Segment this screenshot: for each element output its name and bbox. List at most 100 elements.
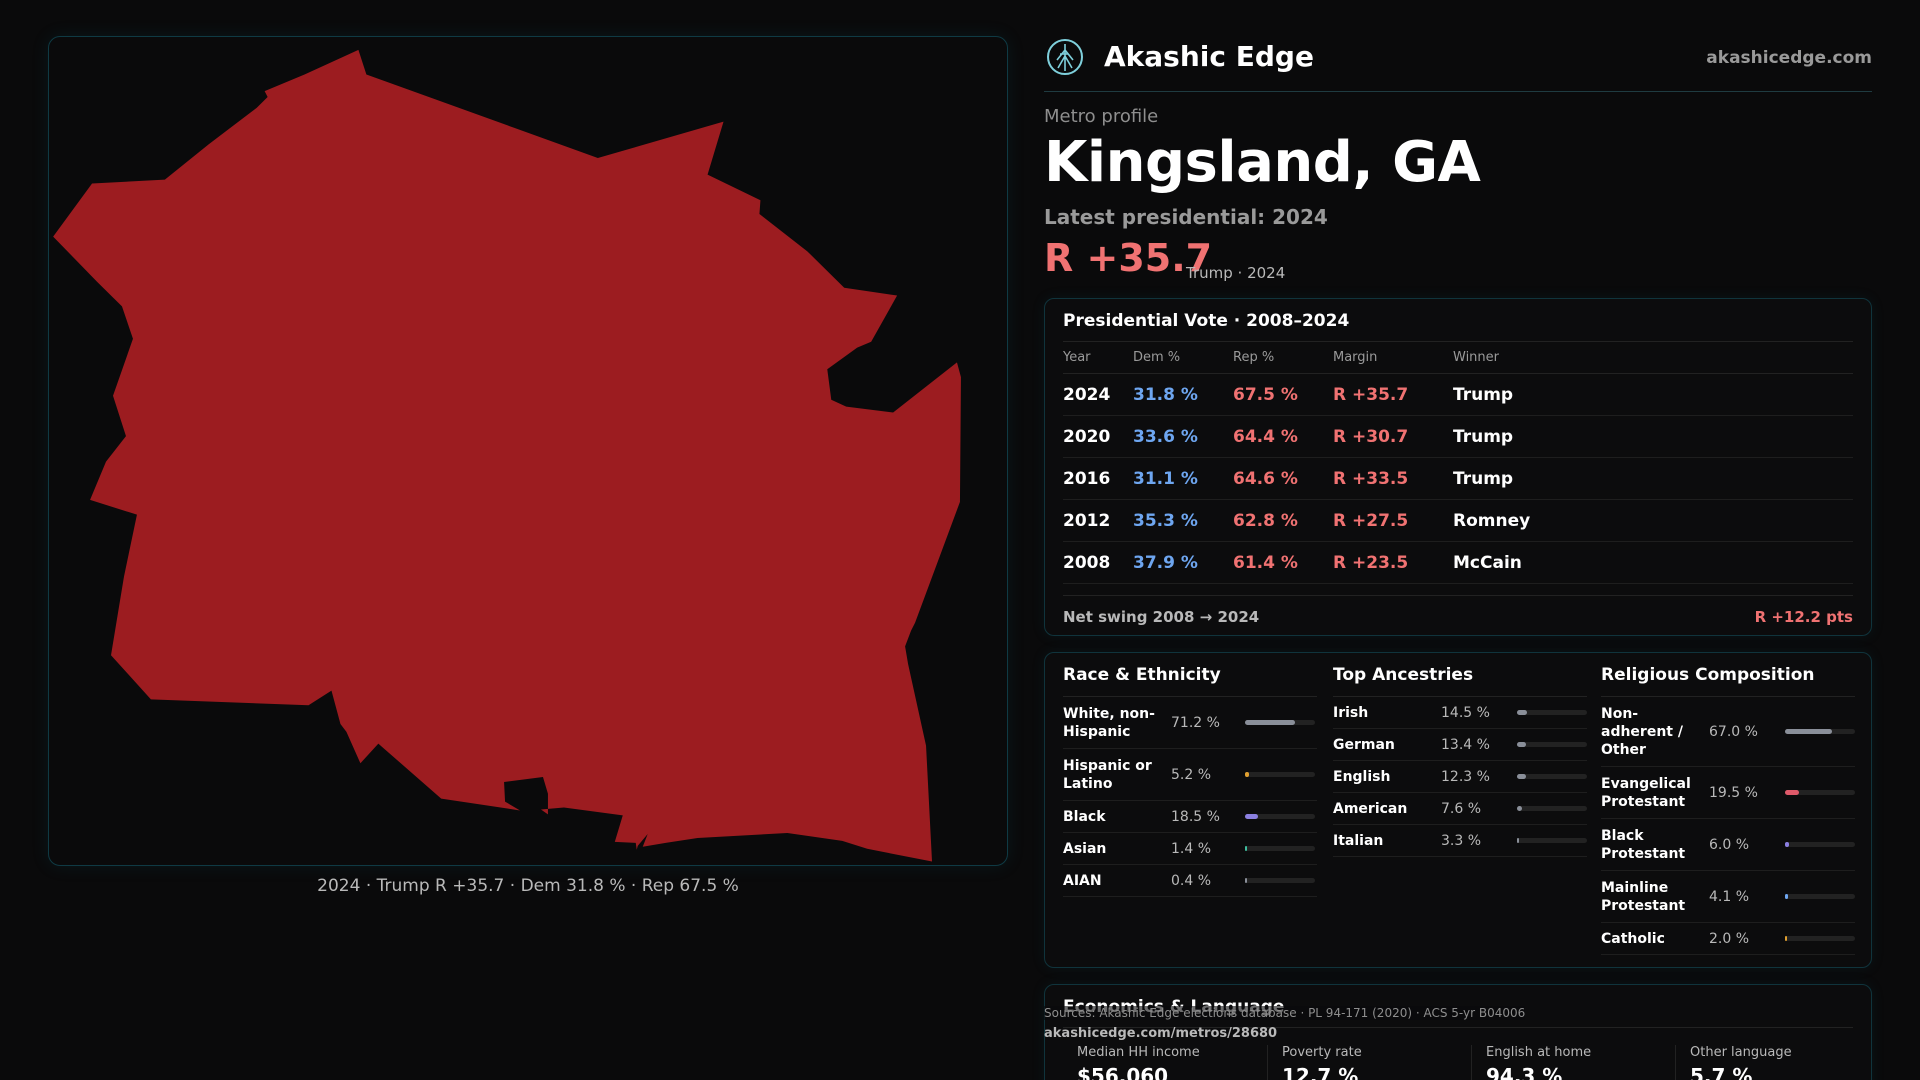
race-percent: 71.2 %	[1171, 714, 1220, 731]
race-bar-fill	[1245, 846, 1247, 851]
vote-row-2020: 2020 33.6 % 64.4 % R +30.7 Trump	[1063, 415, 1853, 458]
cell-year: 2020	[1063, 415, 1133, 458]
religion-row: Mainline Protestant 4.1 %	[1601, 871, 1855, 923]
ancestry-percent: 14.5 %	[1441, 704, 1490, 721]
ancestry-bar-track	[1517, 774, 1587, 779]
econ-other-language: Other language 5.7 %	[1675, 1045, 1865, 1080]
ancestry-title: Top Ancestries	[1333, 665, 1587, 697]
religion-percent: 19.5 %	[1709, 784, 1758, 801]
race-bar-track	[1245, 878, 1315, 883]
cell-rep: 64.4 %	[1233, 415, 1333, 458]
econ-divider	[1063, 1027, 1853, 1028]
religion-percent: 6.0 %	[1709, 836, 1750, 853]
religion-label: Black Protestant	[1601, 827, 1686, 862]
sources-note: Sources: Akashic Edge elections database…	[1044, 1006, 1526, 1020]
cell-year: 2012	[1063, 499, 1133, 542]
race-bar-fill	[1245, 720, 1295, 725]
cell-margin: R +35.7	[1333, 373, 1453, 416]
brand-url-link[interactable]: akashicedge.com	[1706, 48, 1872, 68]
religion-bar-fill	[1785, 894, 1788, 899]
demographics-card: Race & Ethnicity White, non-Hispanic 71.2…	[1044, 652, 1872, 968]
cell-margin: R +30.7	[1333, 415, 1453, 458]
ancestry-row: Italian 3.3 %	[1333, 825, 1587, 857]
ancestry-row: English 12.3 %	[1333, 761, 1587, 793]
religion-bar-track	[1785, 729, 1855, 734]
ancestry-bar-track	[1517, 710, 1587, 715]
ancestry-label: American	[1333, 800, 1408, 817]
race-percent: 0.4 %	[1171, 872, 1212, 889]
net-swing-value: R +12.2 pts	[1754, 608, 1853, 626]
col-dem: Dem %	[1133, 341, 1233, 374]
ancestry-bar-track	[1517, 838, 1587, 843]
ancestry-row: German 13.4 %	[1333, 729, 1587, 761]
race-row: Black 18.5 %	[1063, 801, 1317, 833]
ancestry-row: Irish 14.5 %	[1333, 697, 1587, 729]
latest-margin: R +35.7	[1044, 236, 1213, 280]
race-row: Hispanic or Latino 5.2 %	[1063, 749, 1317, 801]
religion-label: Non-adherent / Other	[1601, 705, 1683, 758]
econ-label: English at home	[1486, 1045, 1592, 1060]
net-swing-row: Net swing 2008 → 2024 R +12.2 pts	[1063, 595, 1853, 629]
ancestry-percent: 7.6 %	[1441, 800, 1482, 817]
cell-dem: 31.8 %	[1133, 373, 1233, 416]
economics-card: Economics & Language Median HH income $5…	[1044, 984, 1872, 1080]
religion-bar-track	[1785, 894, 1855, 899]
race-row: White, non-Hispanic 71.2 %	[1063, 697, 1317, 749]
brand-header: Akashic Edge akashicedge.com	[1044, 36, 1872, 92]
race-bar-track	[1245, 720, 1315, 725]
source-url-link[interactable]: akashicedge.com/metros/28680	[1044, 1026, 1278, 1041]
ancestry-percent: 12.3 %	[1441, 768, 1490, 785]
ancestry-row: American 7.6 %	[1333, 793, 1587, 825]
vote-table: Year Dem % Rep % Margin Winner 2024 31.8 …	[1063, 341, 1853, 584]
religion-section: Religious Composition Non-adherent / Oth…	[1601, 665, 1855, 955]
metro-shape[interactable]	[53, 49, 961, 862]
race-title: Race & Ethnicity	[1063, 665, 1317, 697]
brand-name[interactable]: Akashic Edge	[1104, 40, 1314, 73]
metro-map[interactable]	[48, 36, 1008, 866]
religion-row: Black Protestant 6.0 %	[1601, 819, 1855, 871]
econ-value: $56,060	[1077, 1064, 1169, 1080]
ancestry-bar-track	[1517, 742, 1587, 747]
vote-card-title: Presidential Vote · 2008–2024	[1063, 311, 1350, 331]
tree-circle-logo-icon[interactable]	[1046, 38, 1084, 76]
cell-margin: R +27.5	[1333, 499, 1453, 542]
econ-english-home: English at home 94.3 %	[1471, 1045, 1661, 1080]
race-percent: 5.2 %	[1171, 766, 1212, 783]
religion-row: Evangelical Protestant 19.5 %	[1601, 767, 1855, 819]
cell-year: 2024	[1063, 373, 1133, 416]
ancestry-percent: 3.3 %	[1441, 832, 1482, 849]
race-percent: 18.5 %	[1171, 808, 1220, 825]
vote-row-2024: 2024 31.8 % 67.5 % R +35.7 Trump	[1063, 373, 1853, 416]
religion-bar-track	[1785, 936, 1855, 941]
col-rep: Rep %	[1233, 341, 1333, 374]
religion-label: Evangelical Protestant	[1601, 775, 1691, 810]
cell-margin: R +23.5	[1333, 541, 1453, 584]
econ-median-income: Median HH income $56,060	[1063, 1045, 1253, 1080]
race-bar-fill	[1245, 814, 1258, 819]
ancestry-label: Irish	[1333, 704, 1369, 721]
cell-winner: Trump	[1453, 415, 1853, 458]
religion-row: Catholic 2.0 %	[1601, 923, 1855, 955]
religion-bar-fill	[1785, 842, 1790, 847]
profile-panel: Akashic Edge akashicedge.com Metro profi…	[1044, 0, 1872, 1080]
religion-bar-fill	[1785, 729, 1832, 734]
econ-value: 94.3 %	[1486, 1064, 1563, 1080]
col-year: Year	[1063, 341, 1133, 374]
cell-rep: 64.6 %	[1233, 457, 1333, 500]
cell-winner: McCain	[1453, 541, 1853, 584]
ancestry-label: Italian	[1333, 832, 1384, 849]
ancestry-bar-fill	[1517, 838, 1520, 843]
race-bar-track	[1245, 772, 1315, 777]
col-margin: Margin	[1333, 341, 1453, 374]
race-bar-fill	[1245, 878, 1247, 883]
page-kicker: Metro profile	[1044, 106, 1159, 127]
vote-row-2008: 2008 37.9 % 61.4 % R +23.5 McCain	[1063, 541, 1853, 584]
cell-year: 2016	[1063, 457, 1133, 500]
race-bar-track	[1245, 814, 1315, 819]
ancestry-label: German	[1333, 736, 1395, 753]
vote-row-2016: 2016 31.1 % 64.6 % R +33.5 Trump	[1063, 457, 1853, 500]
ancestry-percent: 13.4 %	[1441, 736, 1490, 753]
religion-percent: 2.0 %	[1709, 930, 1750, 947]
cell-winner: Trump	[1453, 373, 1853, 416]
ancestry-bar-fill	[1517, 806, 1523, 811]
